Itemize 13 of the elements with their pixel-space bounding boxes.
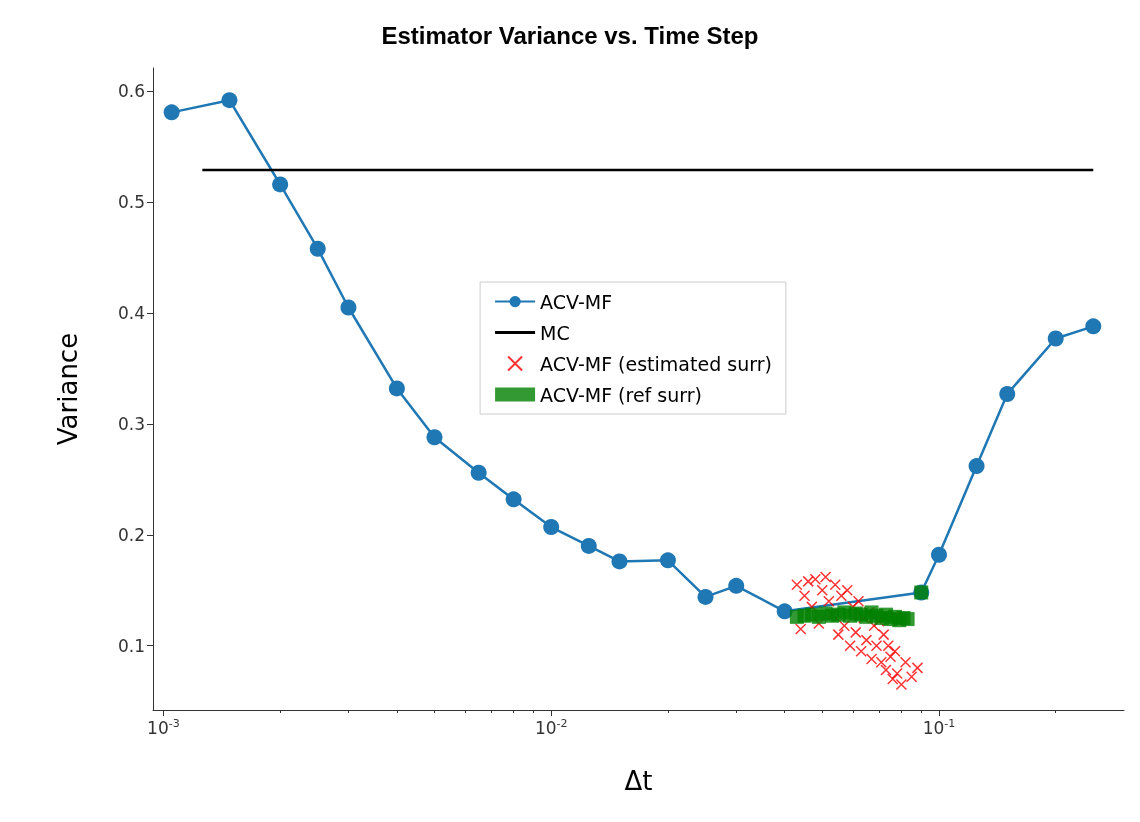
y-tick-label: 0.2: [117, 524, 145, 545]
x-axis-title: Δt: [624, 766, 653, 796]
chart-title: Estimator Variance vs. Time Step: [381, 21, 759, 49]
legend-label: ACV-MF: [540, 290, 613, 313]
legend-label: ACV-MF (estimated surr): [540, 352, 772, 375]
y-tick-label: 0.6: [117, 81, 145, 102]
y-axis-title: Variance: [53, 332, 83, 446]
y-tick-label: 0.5: [117, 192, 145, 213]
y-tick-label: 0.3: [117, 413, 145, 434]
y-tick-label: 0.4: [117, 303, 145, 324]
legend-label: MC: [540, 321, 570, 344]
y-tick-label: 0.1: [117, 635, 145, 656]
legend-label: ACV-MF (ref surr): [540, 383, 702, 406]
